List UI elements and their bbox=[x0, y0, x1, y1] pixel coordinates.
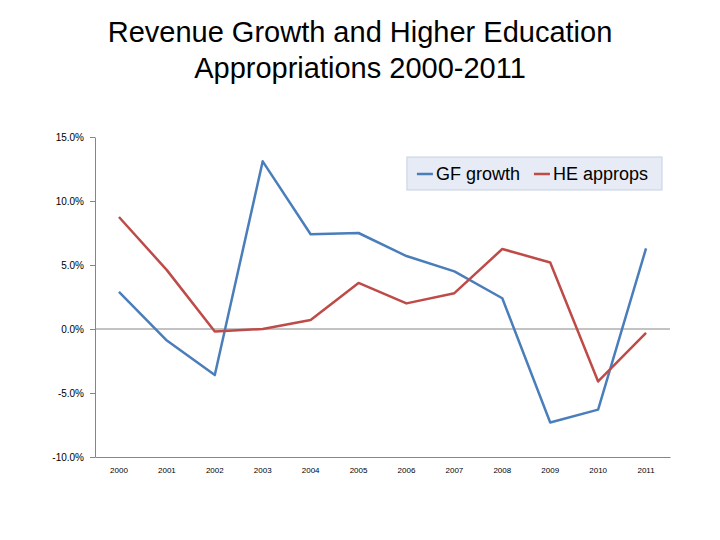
x-tick: 2002 bbox=[206, 466, 224, 475]
legend-swatch bbox=[417, 173, 433, 176]
x-tick-label: 2010 bbox=[589, 466, 607, 475]
legend-label: GF growth bbox=[436, 164, 520, 184]
x-tick: 2007 bbox=[445, 466, 463, 475]
title-line: Appropriations 2000-2011 bbox=[194, 52, 526, 84]
series-line bbox=[119, 161, 646, 422]
x-tick-label: 2002 bbox=[206, 466, 224, 475]
y-axis-line bbox=[95, 138, 96, 458]
y-tick-label: 10.0% bbox=[56, 196, 84, 207]
x-tick: 2009 bbox=[541, 466, 559, 475]
y-tick-label: 0.0% bbox=[61, 324, 84, 335]
x-tick-label: 2008 bbox=[493, 466, 511, 475]
y-tick-mark bbox=[90, 201, 95, 202]
x-axis-line bbox=[96, 457, 671, 458]
y-axis: -10.0% -5.0% 0.0% 5.0% 10.0% 15.0% bbox=[52, 132, 95, 463]
x-tick-label: 2011 bbox=[637, 466, 655, 475]
y-tick-label: -10.0% bbox=[52, 452, 84, 463]
plot-area bbox=[119, 161, 646, 422]
x-tick-label: 2003 bbox=[254, 466, 272, 475]
x-tick: 2011 bbox=[637, 466, 655, 475]
y-tick-mark bbox=[90, 457, 95, 458]
x-tick: 2001 bbox=[158, 466, 176, 475]
y-tick: -10.0% bbox=[52, 452, 95, 463]
legend-label: HE approps bbox=[553, 164, 648, 184]
x-tick-label: 2001 bbox=[158, 466, 176, 475]
x-tick: 2010 bbox=[589, 466, 607, 475]
y-tick-mark bbox=[90, 393, 95, 394]
series-line bbox=[119, 217, 646, 381]
x-tick: 2003 bbox=[254, 466, 272, 475]
legend-item: HE approps bbox=[534, 164, 648, 184]
title-line: Revenue Growth and Higher Education bbox=[108, 16, 613, 48]
x-tick: 2004 bbox=[302, 466, 320, 475]
y-tick-label: 5.0% bbox=[61, 260, 84, 271]
title: Revenue Growth and Higher Education Appro… bbox=[108, 16, 613, 84]
y-tick-label: 15.0% bbox=[56, 132, 84, 143]
legend-box bbox=[407, 157, 662, 190]
y-tick: 10.0% bbox=[56, 196, 95, 207]
chart: Revenue Growth and Higher Education Appro… bbox=[0, 0, 720, 540]
legend-item: GF growth bbox=[417, 164, 520, 184]
x-tick: 2008 bbox=[493, 466, 511, 475]
y-tick: -5.0% bbox=[58, 388, 95, 399]
x-tick-label: 2000 bbox=[110, 466, 128, 475]
x-tick-label: 2006 bbox=[398, 466, 416, 475]
x-tick: 2006 bbox=[398, 466, 416, 475]
x-tick-label: 2005 bbox=[350, 466, 368, 475]
legend: GF growth HE approps bbox=[407, 157, 662, 190]
x-tick-label: 2004 bbox=[302, 466, 320, 475]
y-tick-mark bbox=[90, 329, 95, 330]
legend-swatch bbox=[534, 173, 550, 176]
y-tick-label: -5.0% bbox=[58, 388, 84, 399]
zero-line bbox=[95, 329, 670, 330]
x-tick: 2000 bbox=[110, 466, 128, 475]
y-tick: 5.0% bbox=[61, 260, 95, 271]
y-tick-mark bbox=[90, 265, 95, 266]
x-axis: 2000 2001 2002 2003 2004 2005 2006 2007 2008 2009… bbox=[96, 458, 671, 475]
x-tick: 2005 bbox=[350, 466, 368, 475]
x-tick-label: 2007 bbox=[445, 466, 463, 475]
x-tick-label: 2009 bbox=[541, 466, 559, 475]
y-tick-mark bbox=[90, 137, 95, 138]
y-tick: 15.0% bbox=[56, 132, 95, 143]
y-tick: 0.0% bbox=[61, 324, 95, 335]
